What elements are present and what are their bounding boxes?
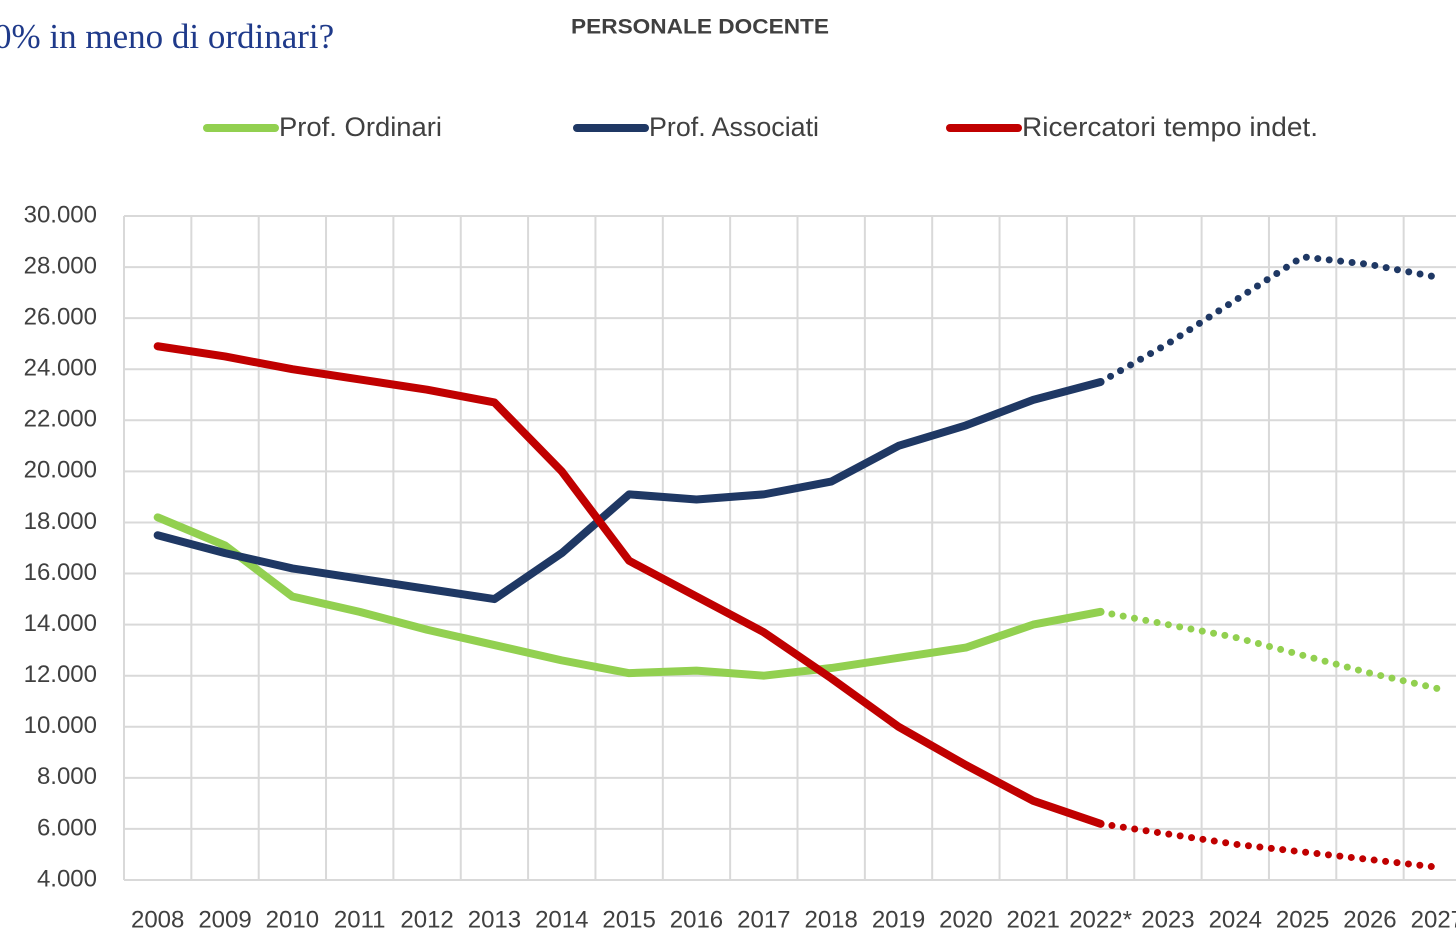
projection-line (1097, 820, 1441, 871)
projection-line (1097, 253, 1441, 386)
x-tick-label: 2008 (131, 906, 184, 933)
y-tick-label: 14.000 (24, 610, 97, 637)
series-line (153, 513, 1105, 680)
y-tick-label: 10.000 (24, 712, 97, 739)
x-tick-label: 2015 (602, 906, 655, 933)
chart-title: 0% in meno di ordinari? (0, 17, 334, 56)
x-tick-label: 2010 (266, 906, 319, 933)
legend-label: Ricercatori tempo indet. (1022, 112, 1318, 142)
y-tick-label: 6.000 (37, 814, 97, 841)
y-tick-label: 18.000 (24, 508, 97, 535)
projection-line (1097, 608, 1441, 692)
x-tick-label: 2011 (334, 906, 386, 933)
x-tick-label: 2025 (1276, 906, 1329, 933)
chart-subtitle: PERSONALE DOCENTE (571, 16, 829, 39)
y-tick-label: 30.000 (24, 201, 97, 228)
x-tick-label: 2012 (400, 906, 453, 933)
x-tick-label: 2017 (737, 906, 790, 933)
x-tick-label: 2023 (1141, 906, 1194, 933)
legend-label: Prof. Ordinari (279, 112, 442, 142)
x-tick-label: 2013 (468, 906, 521, 933)
x-tick-label: 2021 (1007, 906, 1060, 933)
y-tick-label: 8.000 (37, 763, 97, 790)
x-tick-label: 2026 (1343, 906, 1396, 933)
y-tick-label: 4.000 (37, 865, 97, 892)
y-tick-label: 28.000 (24, 252, 97, 279)
x-tick-label: 2020 (939, 906, 992, 933)
y-tick-label: 22.000 (24, 406, 97, 433)
grid (123, 215, 1456, 881)
plot (153, 253, 1441, 871)
y-tick-label: 12.000 (24, 661, 97, 688)
x-tick-label: 2009 (198, 906, 251, 933)
legend-label: Prof. Associati (649, 112, 819, 142)
y-tick-label: 20.000 (24, 457, 97, 484)
y-tick-label: 24.000 (24, 355, 97, 382)
y-tick-label: 26.000 (24, 303, 97, 330)
x-tick-label: 2027 (1411, 906, 1456, 933)
x-tick-label: 2024 (1209, 906, 1262, 933)
x-tick-label: 2016 (670, 906, 723, 933)
x-tick-label: 2018 (804, 906, 857, 933)
series-line (153, 378, 1105, 604)
x-tick-label: 2019 (872, 906, 925, 933)
series-line (153, 342, 1105, 828)
x-tick-label: 2014 (535, 906, 588, 933)
y-tick-label: 16.000 (24, 559, 97, 586)
x-tick-label: 2022* (1069, 906, 1132, 933)
